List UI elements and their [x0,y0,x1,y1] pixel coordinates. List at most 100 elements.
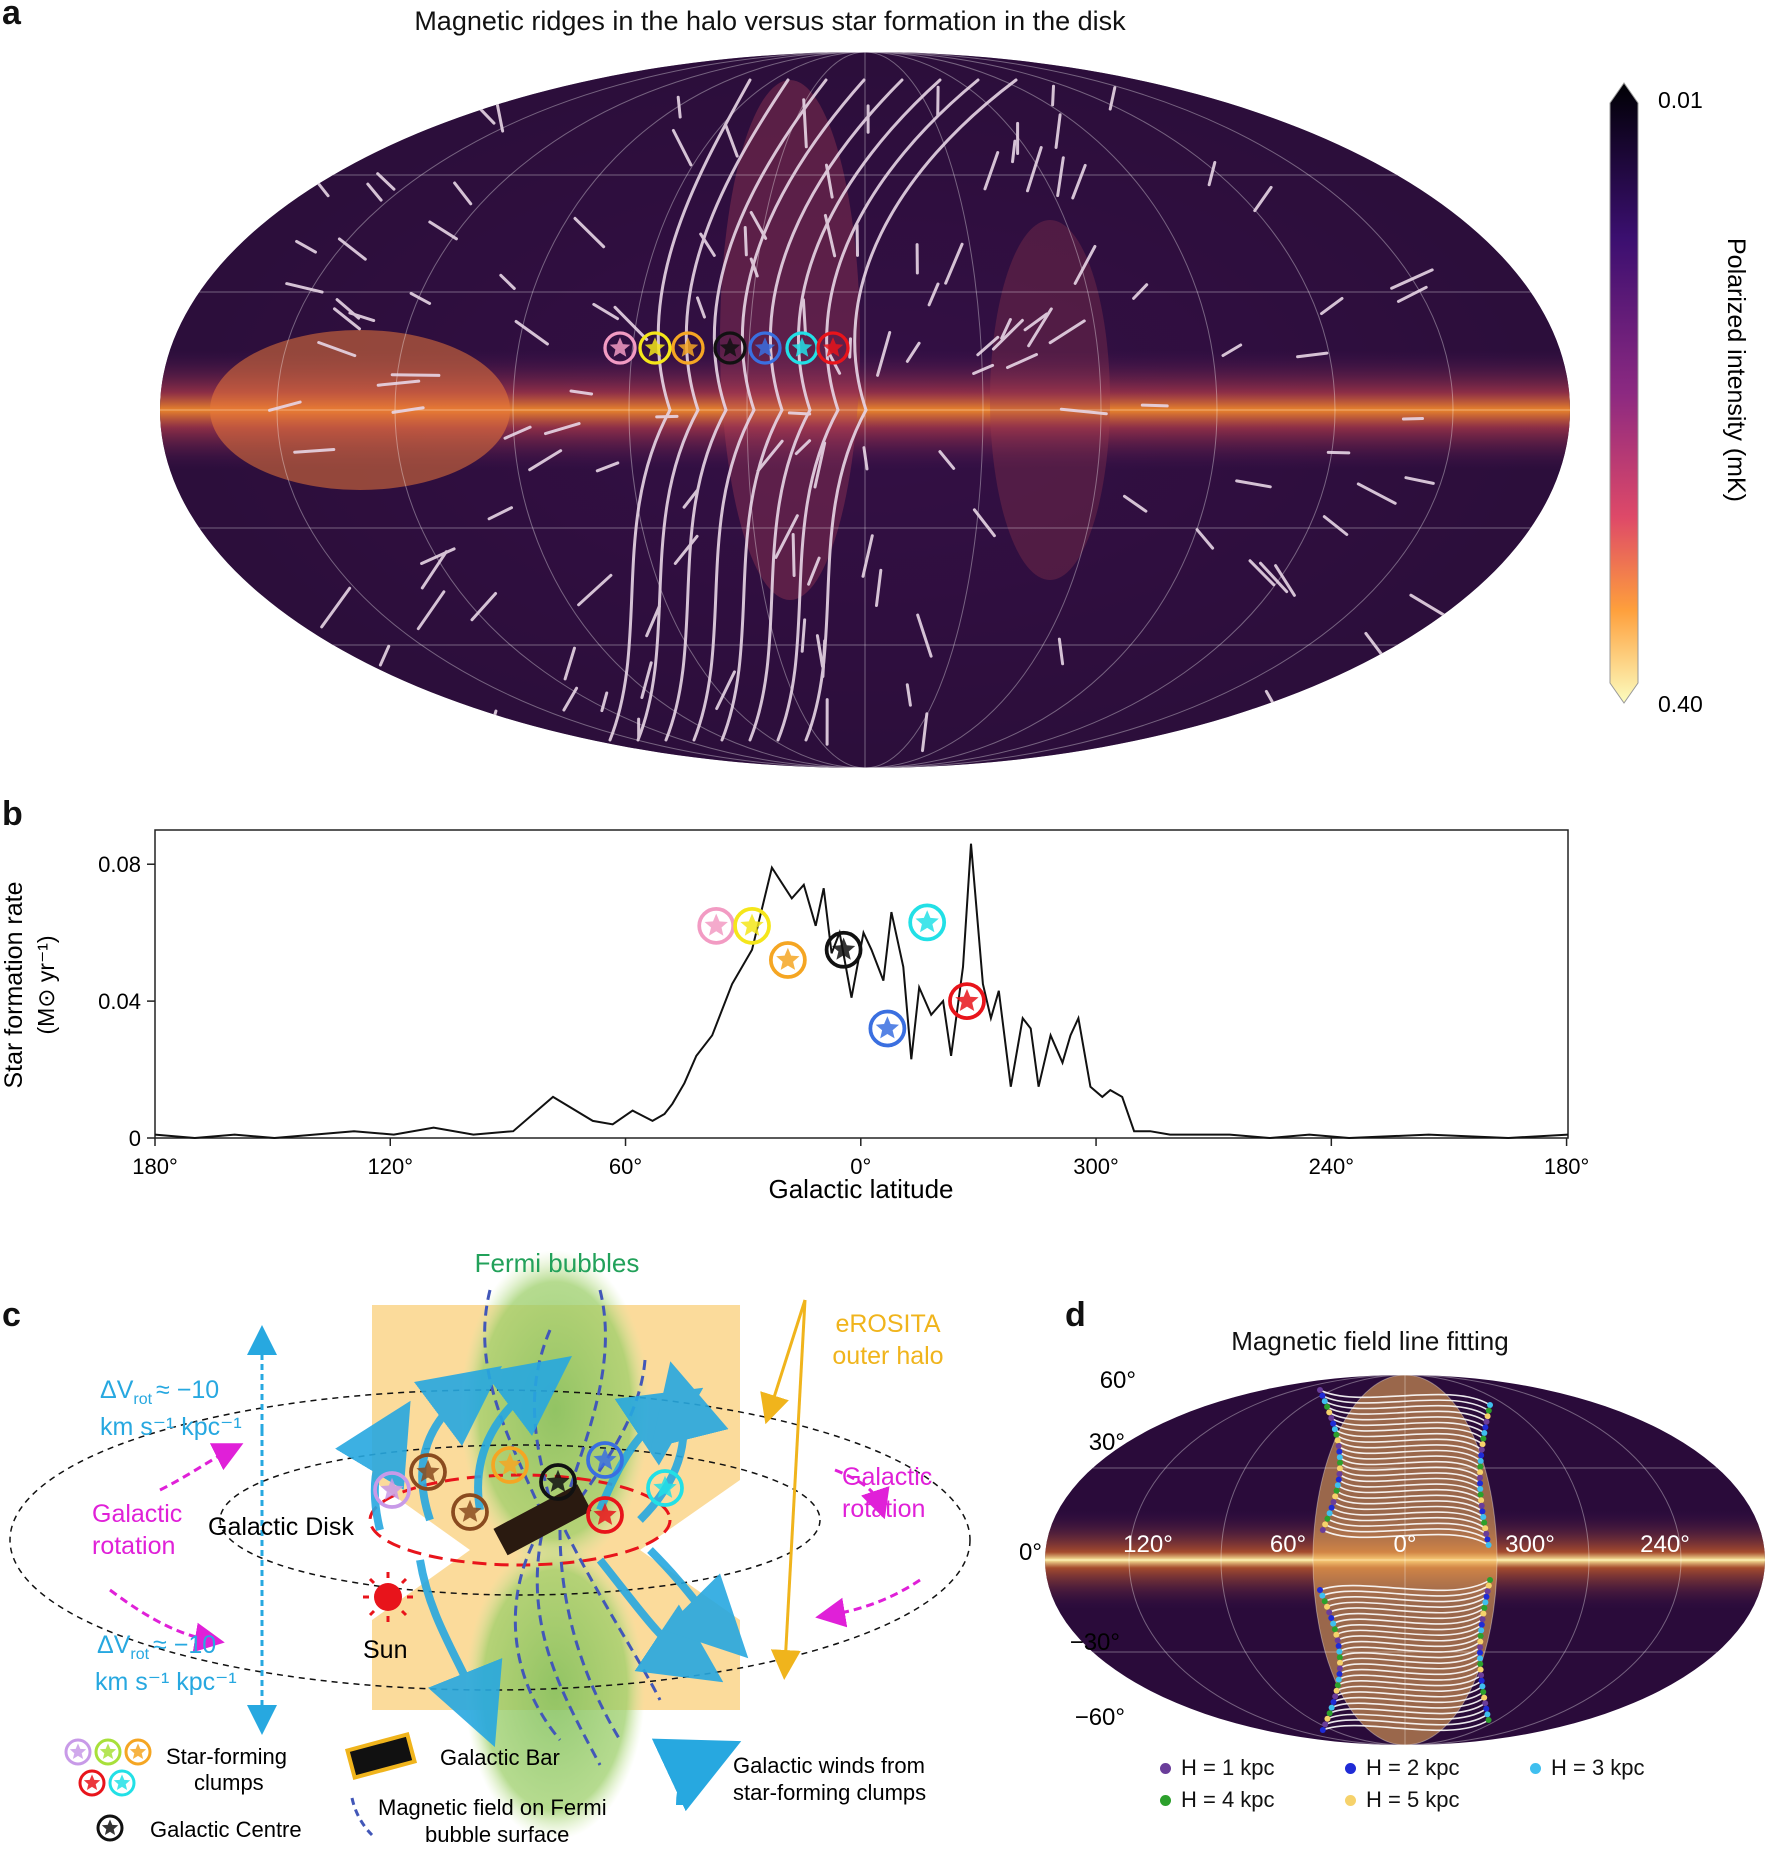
legend-clump-0 [64,1738,92,1766]
panel-c-label: c [2,1296,21,1334]
legend-dot [1345,1794,1356,1806]
legend-centre: Galactic Centre [150,1817,302,1842]
lat-label: 60° [1100,1367,1136,1394]
x-tick-label: 120° [368,1154,414,1179]
galactic-winds [335,1355,749,1748]
diagram-clump-6 [586,1496,624,1534]
lon-label: 60° [1270,1531,1306,1558]
legend-item-h2: H = 2 kpc [1345,1755,1460,1781]
clump-marker-1 [638,331,672,365]
legend-clump-1 [94,1738,122,1766]
legend-text: H = 3 kpc [1551,1755,1645,1780]
legend-centre-swatch [96,1814,124,1842]
panel-c-diagram: Fermi bubbles eROSITA outer halo ΔVrot ≈ … [9,1248,971,1847]
diagram-clump-0 [373,1471,411,1509]
legend-dot [1160,1794,1171,1806]
diagram-clumps [373,1441,684,1534]
legend-bar: Galactic Bar [440,1745,560,1770]
clump-marker-2 [671,331,705,365]
legend-item-h4: H = 4 kpc [1160,1787,1275,1813]
clump-marker-0 [603,331,637,365]
lat-label: −30° [1070,1629,1120,1656]
legend-bar-swatch [344,1732,418,1780]
colorbar-axis-label: Polarized intensity (mK) [1722,238,1750,502]
x-tick-label: 0° [850,1154,871,1179]
lon-label: 120° [1123,1531,1173,1558]
dv-bottom-symbol: ΔVrot ≈ −10 [97,1631,216,1663]
erosita-label-2: outer halo [832,1342,943,1370]
panel-a-sky-map [160,52,1570,768]
legend-winds-2: star-forming clumps [733,1780,926,1805]
fitted-field-lines [1319,1389,1491,1732]
panel-d-title: Magnetic field line fitting [1231,1326,1509,1356]
sfr-marker-4 [868,1009,907,1048]
legend-field-2: bubble surface [425,1822,569,1847]
legend-text: H = 1 kpc [1181,1755,1275,1780]
legend-field-swatch [350,1797,374,1837]
y-tick-label: 0.08 [98,852,141,877]
lat-label: 30° [1089,1429,1125,1456]
x-tick-label: 60° [609,1154,642,1179]
sun-icon [363,1572,413,1622]
legend-winds-swatch [651,1738,742,1812]
x-axis-label: Galactic latitude [769,1174,954,1204]
colorbar: 0.01 0.40 Polarized intensity (mK) [1609,82,1750,717]
legend-text: H = 2 kpc [1366,1755,1460,1780]
rotation-left-1: Galactic [92,1500,182,1528]
rotation-left-2: rotation [92,1532,175,1560]
x-tick-label: 300° [1073,1154,1119,1179]
legend-item-h3: H = 3 kpc [1530,1755,1645,1781]
clump-marker-4 [748,331,782,365]
dv-bottom-units: km s⁻¹ kpc⁻¹ [95,1668,237,1696]
panel-d-sky-map: 60° 30° 0° −30° −60° 120° 60° 0° 300° 240° [1020,1367,1765,1745]
fitted-field-line-footpoints [1317,1387,1493,1733]
legend-item-h5: H = 5 kpc [1345,1787,1460,1813]
legend-clumps-1: Star-forming [166,1744,287,1769]
legend-centre-icon [96,1814,124,1842]
diagram-clump-1 [409,1453,447,1491]
panel-a-title: Magnetic ridges in the halo versus star … [414,6,1126,36]
sfr-marker-3 [824,930,863,969]
legend-clump-4 [108,1769,136,1797]
diagram-clump-5 [586,1441,624,1479]
panel-b-chart: 0 0.04 0.08 180° 120° 60° 0° 300° 240° 180° Star… [0,829,1590,1204]
y-tick-label: 0 [129,1126,141,1151]
graticule [160,52,1570,768]
rotation-right-1: Galactic [842,1463,932,1491]
legend-dot [1530,1762,1541,1774]
x-tick-label: 180° [132,1154,178,1179]
legend-text: H = 4 kpc [1181,1787,1275,1812]
dv-top-symbol: ΔVrot ≈ −10 [100,1376,219,1408]
legend-clump-2 [124,1738,152,1766]
clump-ring [368,1473,672,1567]
legend-clump-3 [78,1769,106,1797]
plot-frame [154,829,1569,1139]
colorbar-bottom-label: 0.40 [1658,691,1703,717]
panel-a-label: a [2,0,21,32]
y-tick-label: 0.04 [98,989,141,1014]
legend-winds-1: Galactic winds from [733,1753,925,1778]
legend-clumps-2: clumps [194,1770,264,1795]
galactic-bar [493,1484,592,1556]
x-tick-label: 180° [1544,1154,1590,1179]
clump-marker-6 [816,331,850,365]
lon-label: 0° [1394,1531,1417,1558]
colorbar-top-label: 0.01 [1658,87,1703,113]
diagram-clump-3 [491,1446,529,1484]
sfr-marker-6 [948,982,986,1020]
sfr-marker-5 [908,903,947,942]
sfr-marker-1 [733,906,771,945]
panel-d-label: d [1065,1296,1086,1334]
legend-dot [1160,1762,1171,1774]
sun-label: Sun [363,1636,407,1664]
erosita-label-1: eROSITA [835,1310,940,1338]
galactic-disk-label: Galactic Disk [208,1513,354,1541]
x-tick-label: 240° [1309,1154,1355,1179]
clump-markers [603,331,850,365]
diagram-clump-2 [451,1493,489,1531]
panel-b-label: b [2,795,23,833]
sfr-marker-2 [768,941,807,979]
lat-label: −60° [1075,1704,1125,1731]
lon-label: 300° [1505,1531,1555,1558]
legend-field-1: Magnetic field on Fermi [378,1795,607,1820]
